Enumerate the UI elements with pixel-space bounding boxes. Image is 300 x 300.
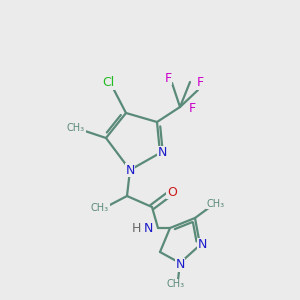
Text: N: N bbox=[157, 146, 167, 160]
Text: N: N bbox=[175, 259, 185, 272]
Text: H: H bbox=[131, 221, 141, 235]
Text: N: N bbox=[143, 221, 153, 235]
Text: F: F bbox=[196, 76, 204, 89]
Text: CH₃: CH₃ bbox=[167, 279, 185, 289]
Text: CH₃: CH₃ bbox=[207, 199, 225, 209]
Text: CH₃: CH₃ bbox=[67, 123, 85, 133]
Text: F: F bbox=[164, 71, 172, 85]
Text: F: F bbox=[188, 101, 196, 115]
Text: CH₃: CH₃ bbox=[91, 203, 109, 213]
Text: O: O bbox=[167, 185, 177, 199]
Text: N: N bbox=[125, 164, 135, 176]
Text: Cl: Cl bbox=[102, 76, 114, 89]
Text: N: N bbox=[197, 238, 207, 251]
